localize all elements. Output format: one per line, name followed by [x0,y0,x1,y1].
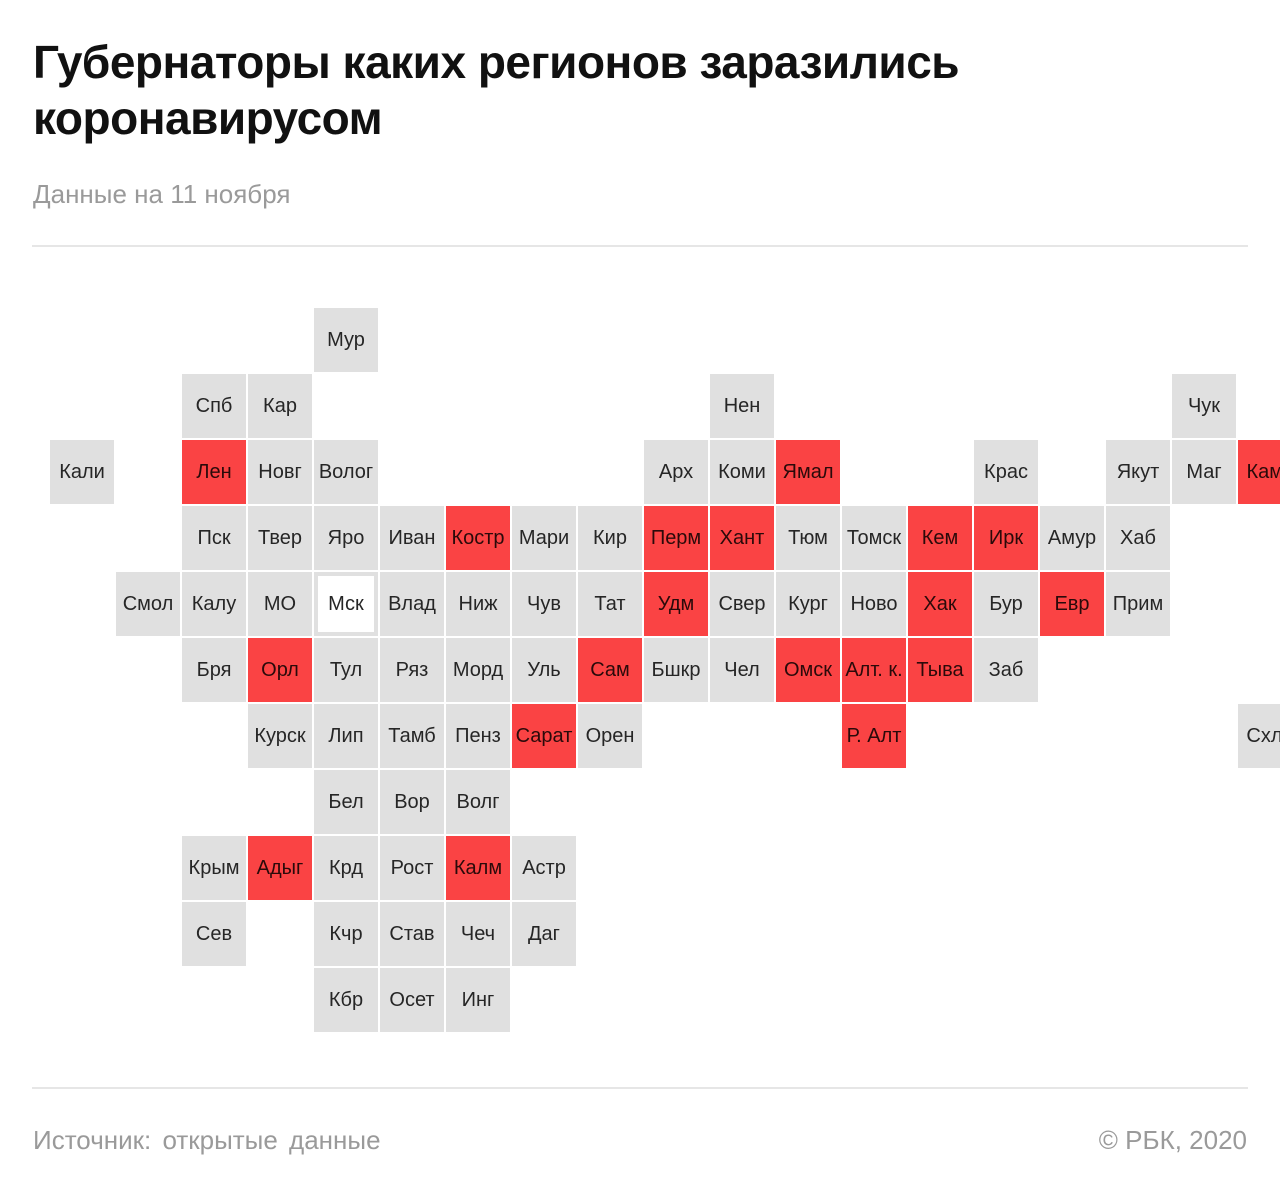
top-divider [32,245,1248,247]
page-title: Губернаторы каких регионов заразились ко… [33,36,960,144]
region-tile-infected: Евр [1040,572,1104,636]
region-tile: Тюм [776,506,840,570]
region-tile: Кар [248,374,312,438]
region-tile: Кир [578,506,642,570]
region-tile: Спб [182,374,246,438]
region-tile: Маг [1172,440,1236,504]
region-tile: Амур [1040,506,1104,570]
region-tile-infected: Кем [908,506,972,570]
region-tile-infected: Адыг [248,836,312,900]
region-tile: Влад [380,572,444,636]
region-tile: Схлн [1238,704,1280,768]
region-tile: Астр [512,836,576,900]
region-tile: Мск [314,572,378,636]
region-tile: Волг [446,770,510,834]
region-tile: Тат [578,572,642,636]
page-subtitle: Данные на 11 ноября [33,179,291,209]
region-tile: Осет [380,968,444,1032]
region-tile-infected: Хак [908,572,972,636]
region-tile: Чел [710,638,774,702]
region-tile: МО [248,572,312,636]
region-tile: Кали [50,440,114,504]
region-tile-infected: Тыва [908,638,972,702]
region-tile: Крас [974,440,1038,504]
region-tile: Пенз [446,704,510,768]
region-tile: Коми [710,440,774,504]
region-tile: Лип [314,704,378,768]
region-tile: Свер [710,572,774,636]
region-tile: Рост [380,836,444,900]
region-tile: Мур [314,308,378,372]
region-tile-infected: Р. Алт [842,704,906,768]
region-tile-infected: Сам [578,638,642,702]
region-tile: Мари [512,506,576,570]
region-tile: Кург [776,572,840,636]
region-tile-infected: Калм [446,836,510,900]
region-tile: Томск [842,506,906,570]
region-tile: Став [380,902,444,966]
bottom-divider [32,1087,1248,1089]
region-tile: Крым [182,836,246,900]
region-tile: Ряз [380,638,444,702]
region-tile: Кбр [314,968,378,1032]
region-tile: Чеч [446,902,510,966]
region-tile-infected: Лен [182,440,246,504]
region-tile: Прим [1106,572,1170,636]
region-tile-infected: Удм [644,572,708,636]
copyright-note: © РБК, 2020 [1098,1125,1247,1155]
region-tile: Якут [1106,440,1170,504]
region-tile-infected: Орл [248,638,312,702]
region-tile: Бел [314,770,378,834]
region-tile: Крд [314,836,378,900]
region-tile-infected: Сарат [512,704,576,768]
region-tile: Смол [116,572,180,636]
region-tile: Пск [182,506,246,570]
region-tile-infected: Ямал [776,440,840,504]
region-tile: Вор [380,770,444,834]
region-tile: Калу [182,572,246,636]
region-tile-infected: Ирк [974,506,1038,570]
region-tile: Бря [182,638,246,702]
region-tile: Ново [842,572,906,636]
region-tile: Заб [974,638,1038,702]
region-tile: Курск [248,704,312,768]
region-tile: Бшкр [644,638,708,702]
region-tile: Чук [1172,374,1236,438]
region-tile: Твер [248,506,312,570]
region-tile: Орен [578,704,642,768]
region-tile: Арх [644,440,708,504]
region-tile: Инг [446,968,510,1032]
region-tile: Тул [314,638,378,702]
region-tile: Даг [512,902,576,966]
region-tile: Хаб [1106,506,1170,570]
region-tile-infected: Костр [446,506,510,570]
region-tile: Чув [512,572,576,636]
source-note: Источник: открытые данные [33,1125,381,1155]
region-tile: Морд [446,638,510,702]
region-tile: Нен [710,374,774,438]
region-tile-infected: Алт. к. [842,638,906,702]
region-tile: Бур [974,572,1038,636]
region-tile: Кчр [314,902,378,966]
region-tile: Уль [512,638,576,702]
region-tile: Волог [314,440,378,504]
region-tile-infected: Перм [644,506,708,570]
region-tile: Тамб [380,704,444,768]
region-tile: Новг [248,440,312,504]
region-tile: Сев [182,902,246,966]
region-tile: Яро [314,506,378,570]
region-tile: Иван [380,506,444,570]
region-tile-infected: Омск [776,638,840,702]
region-tile-infected: Хант [710,506,774,570]
region-tile: Ниж [446,572,510,636]
region-tile-infected: Камч [1238,440,1280,504]
